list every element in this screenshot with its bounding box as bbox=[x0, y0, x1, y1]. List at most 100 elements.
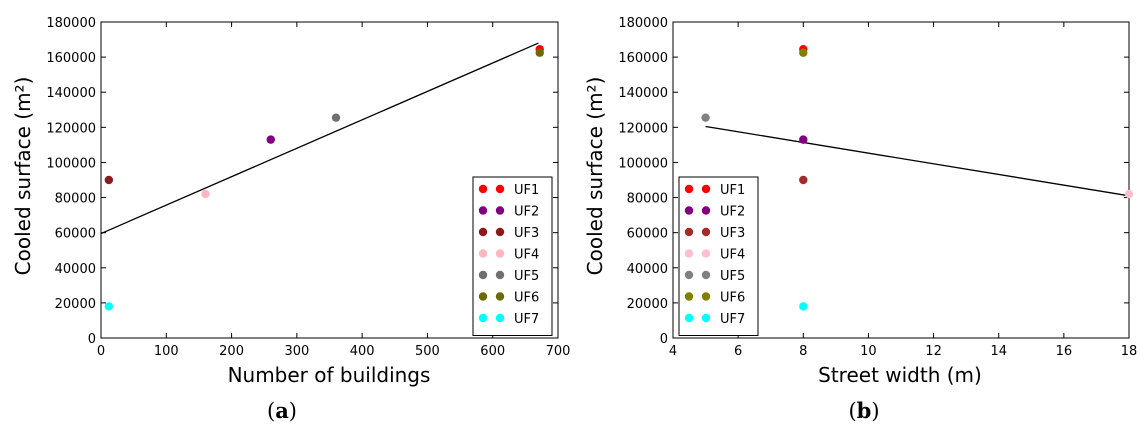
panel-b: Cooled surface (m²) Street width (m) (b)… bbox=[583, 16, 1137, 423]
point-uf6 bbox=[535, 48, 544, 57]
y-tick-label: 160000 bbox=[618, 51, 668, 66]
legend-label-uf1: UF1 bbox=[514, 183, 539, 198]
legend-label-uf1: UF1 bbox=[720, 183, 745, 198]
point-uf7 bbox=[799, 302, 808, 311]
legend-marker-uf2 bbox=[701, 206, 711, 215]
y-tick-label: 80000 bbox=[627, 192, 668, 207]
legend-marker-uf7 bbox=[684, 313, 694, 323]
legend-marker-uf4 bbox=[478, 249, 488, 258]
y-tick-label: 120000 bbox=[618, 121, 668, 136]
ylabel-a: Cooled surface (m²) bbox=[11, 77, 35, 276]
x-tick-label: 4 bbox=[669, 344, 677, 359]
legend-marker-uf5 bbox=[478, 270, 488, 280]
legend-marker-uf3 bbox=[684, 227, 694, 237]
x-tick-label: 14 bbox=[990, 344, 1007, 359]
caption-b-close: ) bbox=[871, 399, 879, 423]
plot-frame-a bbox=[100, 21, 559, 339]
legend-marker-uf1 bbox=[684, 184, 694, 194]
xlabel-b: Street width (m) bbox=[818, 363, 982, 387]
caption-a-open: ( bbox=[267, 399, 275, 423]
y-tick-label: 160000 bbox=[46, 51, 96, 66]
x-tick-label: 300 bbox=[284, 344, 309, 359]
legend-label-uf6: UF6 bbox=[720, 291, 745, 306]
legend-marker-uf5 bbox=[701, 270, 711, 280]
legend-marker-uf4 bbox=[684, 249, 694, 258]
caption-b-letter: b bbox=[857, 398, 872, 423]
caption-a-close: ) bbox=[289, 399, 297, 423]
legend-label-uf2: UF2 bbox=[514, 205, 539, 220]
x-tick-label: 400 bbox=[350, 344, 375, 359]
y-tick-label: 40000 bbox=[55, 262, 96, 277]
legend-label-uf3: UF3 bbox=[514, 226, 539, 241]
legend-marker-uf1 bbox=[701, 184, 711, 194]
y-tick-label: 100000 bbox=[46, 156, 96, 171]
point-uf2 bbox=[266, 135, 275, 144]
legend-label-uf2: UF2 bbox=[720, 205, 745, 220]
legend-marker-uf6 bbox=[478, 292, 488, 301]
x-tick-label: 18 bbox=[1121, 344, 1138, 359]
caption-b-open: ( bbox=[848, 399, 856, 423]
y-tick-label: 180000 bbox=[46, 16, 96, 31]
legend-marker-uf7 bbox=[478, 313, 488, 323]
x-tick-label: 200 bbox=[219, 344, 244, 359]
caption-b: (b) bbox=[848, 398, 879, 423]
legend-marker-uf2 bbox=[495, 206, 505, 215]
y-tick-label: 80000 bbox=[55, 192, 96, 207]
legend-marker-uf4 bbox=[495, 249, 505, 258]
legend-marker-uf3 bbox=[495, 227, 505, 237]
point-uf2 bbox=[799, 135, 808, 144]
point-uf6 bbox=[799, 48, 808, 57]
panel-a: Cooled surface (m²) Number of buildings … bbox=[11, 16, 570, 423]
caption-a: (a) bbox=[267, 398, 297, 423]
legend-label-uf6: UF6 bbox=[514, 291, 539, 306]
legend-label-uf4: UF4 bbox=[720, 248, 745, 263]
legend-label-uf3: UF3 bbox=[720, 226, 745, 241]
point-uf5 bbox=[331, 113, 341, 122]
x-tick-label: 700 bbox=[546, 344, 571, 359]
legend-label-uf5: UF5 bbox=[720, 269, 745, 284]
y-tick-label: 180000 bbox=[618, 16, 668, 31]
legend-marker-uf6 bbox=[684, 292, 694, 301]
trendline-a bbox=[100, 42, 539, 235]
legend-marker-uf2 bbox=[684, 206, 694, 215]
legend-label-uf4: UF4 bbox=[514, 248, 539, 263]
legend-marker-uf4 bbox=[701, 249, 711, 258]
x-tick-label: 16 bbox=[1056, 344, 1073, 359]
x-tick-label: 600 bbox=[480, 344, 505, 359]
legend-marker-uf5 bbox=[495, 270, 505, 280]
x-tick-label: 0 bbox=[97, 344, 105, 359]
x-tick-label: 10 bbox=[860, 344, 877, 359]
y-tick-label: 20000 bbox=[55, 297, 96, 312]
caption-a-letter: a bbox=[275, 398, 289, 423]
point-uf3 bbox=[799, 175, 808, 185]
point-uf5 bbox=[701, 113, 710, 122]
legend-marker-uf3 bbox=[701, 227, 711, 237]
xlabel-a: Number of buildings bbox=[228, 363, 431, 387]
plot-frame-b bbox=[672, 21, 1130, 339]
point-uf4 bbox=[1124, 189, 1134, 199]
legend-marker-uf6 bbox=[495, 292, 505, 301]
y-tick-label: 0 bbox=[660, 332, 668, 347]
y-tick-label: 40000 bbox=[627, 262, 668, 277]
y-tick-label: 140000 bbox=[46, 86, 96, 101]
y-tick-label: 120000 bbox=[46, 121, 96, 136]
x-tick-label: 6 bbox=[734, 344, 742, 359]
legend-label-uf7: UF7 bbox=[720, 312, 745, 327]
legend-label-uf7: UF7 bbox=[514, 312, 539, 327]
x-tick-label: 8 bbox=[799, 344, 807, 359]
legend-marker-uf2 bbox=[478, 206, 488, 215]
legend-marker-uf6 bbox=[701, 292, 711, 301]
x-tick-label: 100 bbox=[154, 344, 179, 359]
point-uf3 bbox=[104, 175, 114, 185]
trendline-b bbox=[705, 125, 1130, 197]
legend-marker-uf3 bbox=[478, 227, 488, 237]
legend-marker-uf1 bbox=[495, 184, 505, 194]
x-tick-label: 12 bbox=[925, 344, 942, 359]
y-tick-label: 60000 bbox=[627, 227, 668, 242]
x-tick-label: 500 bbox=[415, 344, 440, 359]
legend-marker-uf7 bbox=[495, 313, 505, 323]
legend-marker-uf5 bbox=[684, 270, 694, 280]
ylabel-b: Cooled surface (m²) bbox=[583, 77, 607, 276]
y-tick-label: 60000 bbox=[55, 227, 96, 242]
